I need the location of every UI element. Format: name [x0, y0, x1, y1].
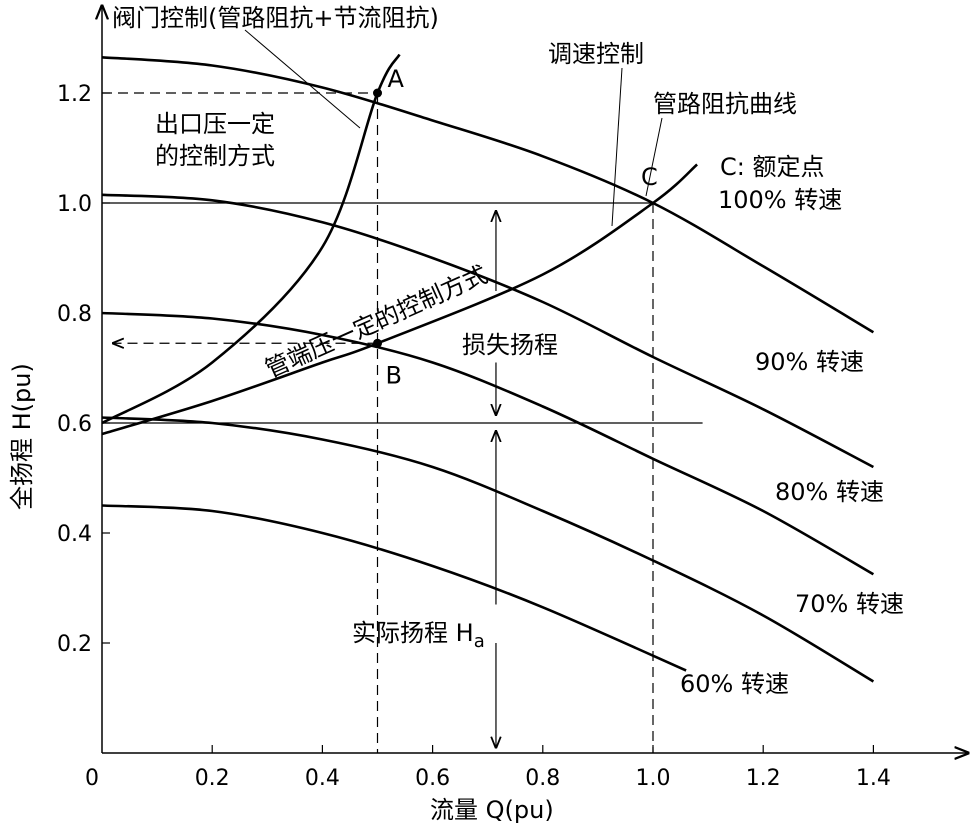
y-tick-label: 0.8 — [57, 302, 92, 327]
x-tick-label: 1.0 — [636, 766, 671, 791]
x-tick-label: 0.4 — [305, 766, 340, 791]
point-a-label: A — [388, 65, 405, 93]
point-b-dot — [373, 338, 382, 348]
speed-control-label: 调速控制 — [548, 40, 644, 68]
speed-80-curve — [101, 311, 875, 576]
pipe-end-pressure-label: 管端压一定的控制方式 — [261, 260, 492, 383]
loss-head-label: 损失扬程 — [462, 331, 558, 359]
x-tick-label: 0.2 — [195, 766, 230, 791]
y-tick-label: 0.2 — [57, 632, 92, 657]
valve-control-label: 阀门控制(管路阻抗+节流阻抗) — [112, 4, 439, 32]
series-label-90: 90% 转速 — [755, 348, 864, 376]
speed-70-curve — [101, 416, 875, 683]
pipe-curve-leader — [645, 117, 663, 197]
y-axis-title: 全扬程 H(pu) — [8, 363, 36, 510]
x-tick-label: 0.8 — [525, 766, 560, 791]
valve-control-leader — [244, 29, 361, 129]
y-tick-label: 0.4 — [57, 522, 92, 547]
actual-head-text: 实际扬程 H — [352, 619, 474, 647]
speed-100-curve — [101, 56, 875, 334]
series-label-70: 70% 转速 — [795, 590, 904, 618]
point-c-label: C — [641, 163, 658, 191]
point-a-dot — [373, 88, 382, 98]
guide-lines — [102, 29, 703, 753]
x-tick-label: 0 — [85, 766, 99, 791]
rated-point-label: C: 额定点 — [720, 153, 824, 181]
x-axis-title: 流量 Q(pu) — [430, 796, 554, 824]
x-tick-label: 0.6 — [415, 766, 450, 791]
speed-60-curve — [101, 504, 687, 672]
y-tick-label: 1.0 — [57, 192, 92, 217]
y-tick-label: 1.2 — [57, 82, 92, 107]
x-tick-label: 1.2 — [746, 766, 781, 791]
actual-head-subscript: a — [474, 631, 485, 652]
actual-head-label: 实际扬程 Ha — [352, 619, 485, 652]
pipe-curve-label: 管路阻抗曲线 — [653, 90, 797, 118]
speed-90-curve — [101, 193, 875, 469]
outlet-pressure-label-2: 的控制方式 — [155, 142, 275, 170]
pipe-end-pressure-curve — [101, 163, 698, 436]
tick-labels: 0 0.2 0.4 0.6 0.8 1.0 1.2 1.4 0.2 0.4 0.6 0.8 1.0 1.2 — [57, 82, 891, 791]
y-tick-label: 0.6 — [57, 412, 92, 437]
series-label-100: 100% 转速 — [718, 186, 842, 214]
x-tick-label: 1.4 — [856, 766, 891, 791]
point-b-label: B — [386, 361, 402, 389]
outlet-pressure-label-1: 出口压一定 — [155, 110, 275, 138]
speed-control-leader — [611, 67, 623, 227]
series-label-80: 80% 转速 — [775, 478, 884, 506]
points: A B C — [373, 65, 658, 389]
series-label-60: 60% 转速 — [680, 670, 789, 698]
curves — [101, 53, 875, 683]
